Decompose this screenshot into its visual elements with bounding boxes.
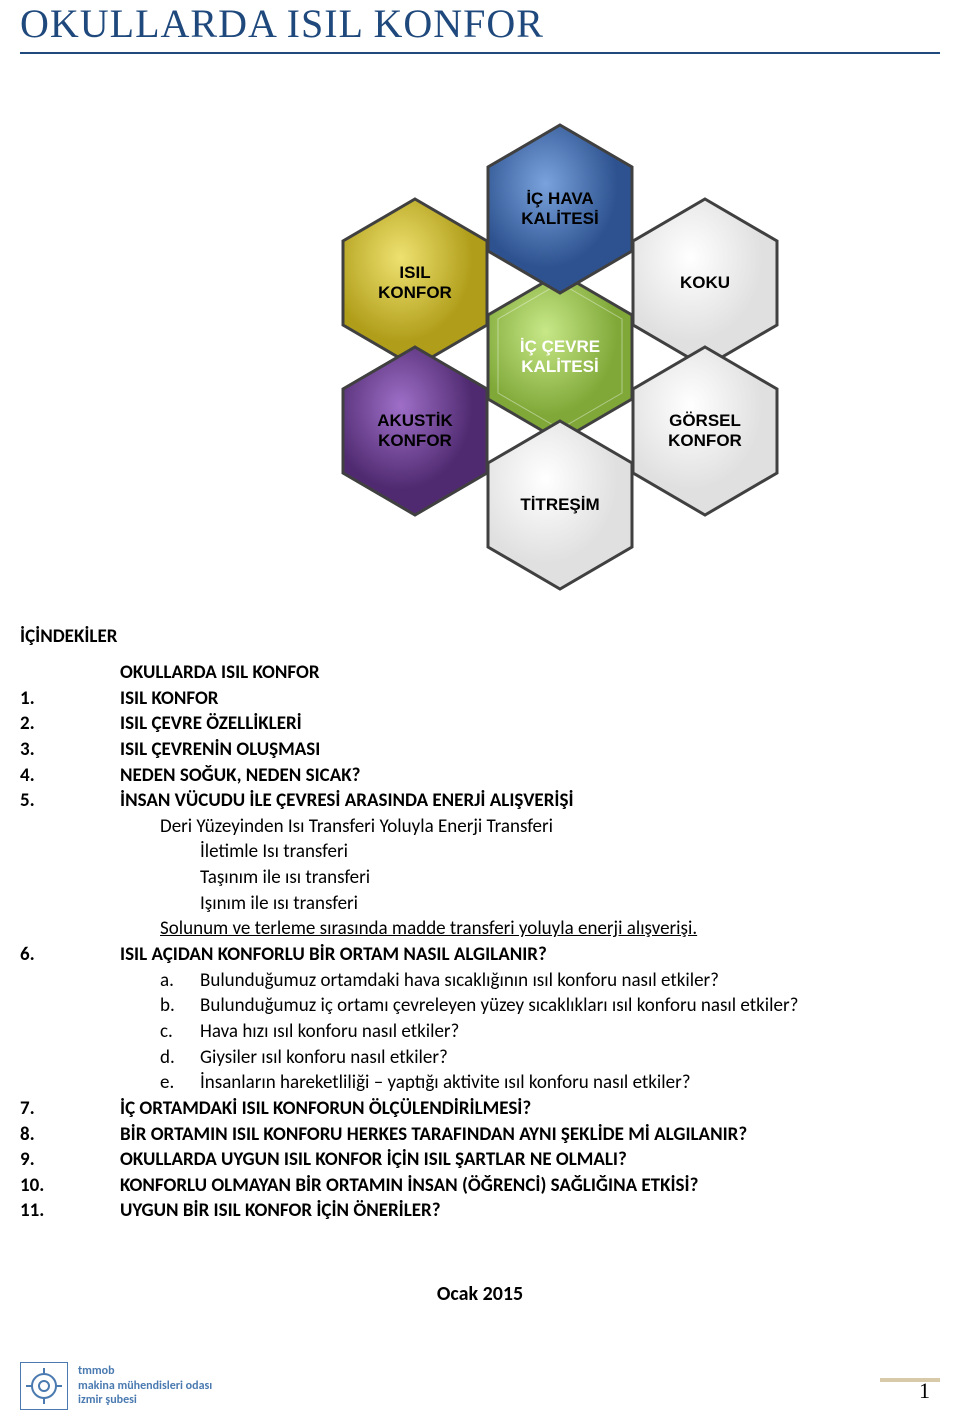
hex-center-label2: KALİTESİ (521, 357, 598, 376)
date: Ocak 2015 (0, 1282, 960, 1306)
hex-center-label1: İÇ ÇEVRE (520, 337, 600, 356)
hex-center: İÇ ÇEVRE KALİTESİ (488, 273, 632, 441)
toc-sub: Bulunduğumuz iç ortamı çevreleyen yüzey … (200, 993, 798, 1019)
toc-sub: Solunum ve terleme sırasında madde trans… (160, 916, 940, 942)
toc-item: İNSAN VÜCUDU İLE ÇEVRESİ ARASINDA ENERJİ… (120, 788, 574, 814)
hex-top-label1: İÇ HAVA (526, 189, 593, 208)
toc-item: NEDEN SOĞUK, NEDEN SICAK? (120, 763, 360, 789)
hex-tr-label1: KOKU (680, 273, 730, 292)
toc-item: UYGUN BİR ISIL KONFOR İÇİN ÖNERİLER? (120, 1198, 441, 1224)
hex-bl-label2: KONFOR (378, 431, 452, 450)
footer: tmmob makina mühendisleri odası izmir şu… (20, 1362, 212, 1410)
hex-top-left: ISIL KONFOR (343, 199, 487, 367)
toc-sub: Bulunduğumuz ortamdaki hava sıcaklığının… (200, 968, 719, 994)
toc-item: ISIL AÇIDAN KONFORLU BİR ORTAM NASIL ALG… (120, 942, 547, 968)
toc-heading: İÇİNDEKİLER (20, 625, 117, 648)
hex-br-label2: KONFOR (668, 431, 742, 450)
toc-item: ISIL ÇEVRENİN OLUŞMASI (120, 737, 320, 763)
hex-bottom-right: GÖRSEL KONFOR (633, 347, 777, 515)
toc-sub: Hava hızı ısıl konforu nasıl etkiler? (200, 1019, 459, 1045)
hex-bottom-left: AKUSTİK KONFOR (343, 347, 487, 515)
toc-item: OKULLARDA UYGUN ISIL KONFOR İÇİN ISIL ŞA… (120, 1147, 627, 1173)
page-number: 1 (919, 1378, 930, 1404)
page-title: OKULLARDA ISIL KONFOR (20, 0, 544, 47)
toc-item: ISIL KONFOR (120, 686, 219, 712)
toc-top: OKULLARDA ISIL KONFOR (120, 660, 320, 686)
hex-tl-label1: ISIL (399, 263, 430, 282)
hex-top: İÇ HAVA KALİTESİ (488, 125, 632, 293)
toc-item: İÇ ORTAMDAKİ ISIL KONFORUN ÖLÇÜLENDİRİLM… (120, 1096, 531, 1122)
hex-bottom: TİTREŞİM (488, 421, 632, 589)
hexagon-diagram: İÇ ÇEVRE KALİTESİ İÇ HAVA KALİTESİ ISIL … (280, 80, 840, 610)
hex-top-label2: KALİTESİ (521, 209, 598, 228)
toc-sub: Giysiler ısıl konforu nasıl etkiler? (200, 1045, 448, 1071)
title-underline (20, 52, 940, 54)
hex-b-label1: TİTREŞİM (520, 495, 599, 514)
footer-logo-icon (20, 1362, 68, 1410)
page-number-bar (880, 1378, 940, 1382)
toc-content: OKULLARDA ISIL KONFOR 1.ISIL KONFOR 2.IS… (20, 660, 940, 1224)
toc-item: KONFORLU OLMAYAN BİR ORTAMIN İNSAN (ÖĞRE… (120, 1173, 698, 1199)
toc-sub: Taşınım ile ısı transferi (200, 865, 940, 891)
hex-br-label1: GÖRSEL (669, 411, 741, 430)
hex-top-right: KOKU (633, 199, 777, 367)
hex-tl-label2: KONFOR (378, 283, 452, 302)
toc-sub: Deri Yüzeyinden Isı Transferi Yoluyla En… (160, 814, 940, 840)
toc-item: ISIL ÇEVRE ÖZELLİKLERİ (120, 711, 302, 737)
hex-bl-label1: AKUSTİK (377, 411, 453, 430)
toc-item: BİR ORTAMIN ISIL KONFORU HERKES TARAFIND… (120, 1122, 747, 1148)
toc-sub: Işınım ile ısı transferi (200, 891, 940, 917)
toc-sub: İletimle Isı transferi (200, 839, 940, 865)
footer-text: tmmob makina mühendisleri odası izmir şu… (78, 1364, 212, 1407)
toc-sub: İnsanların hareketliliği – yaptığı aktiv… (200, 1070, 691, 1096)
